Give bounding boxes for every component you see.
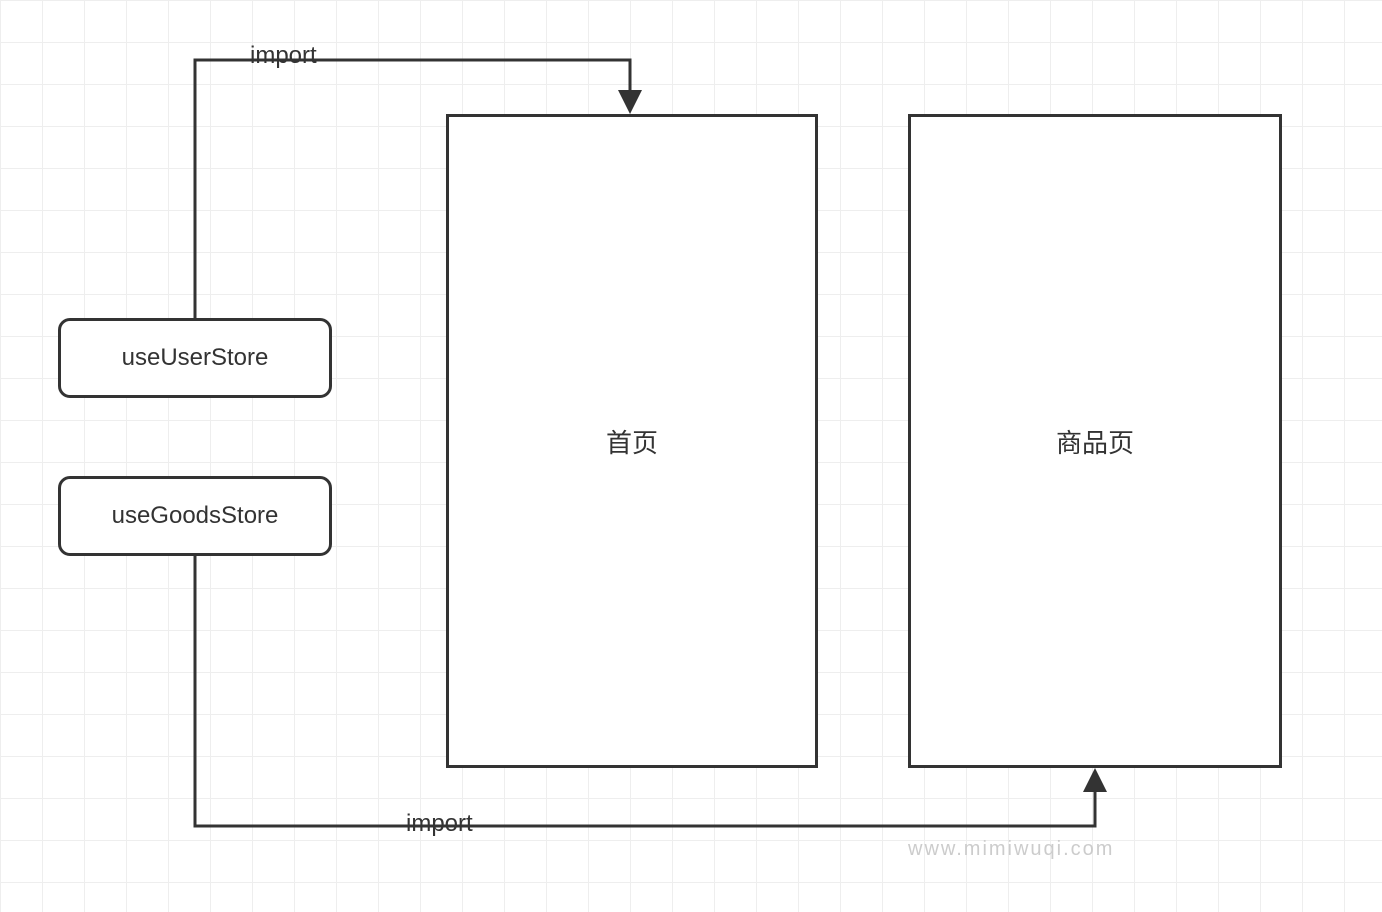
goods-page-node: 商品页 (908, 114, 1282, 768)
edge-label-user-to-home: import (250, 42, 317, 70)
goods-store-node: useGoodsStore (58, 476, 332, 556)
user-store-label: useUserStore (122, 344, 269, 372)
watermark: www.mimiwuqi.com (908, 838, 1114, 861)
home-page-label: 首页 (606, 423, 658, 460)
home-page-node: 首页 (446, 114, 818, 768)
goods-store-label: useGoodsStore (112, 502, 279, 530)
goods-page-label: 商品页 (1056, 423, 1134, 460)
edge-label-goods-to-goods: import (406, 810, 473, 838)
user-store-node: useUserStore (58, 318, 332, 398)
